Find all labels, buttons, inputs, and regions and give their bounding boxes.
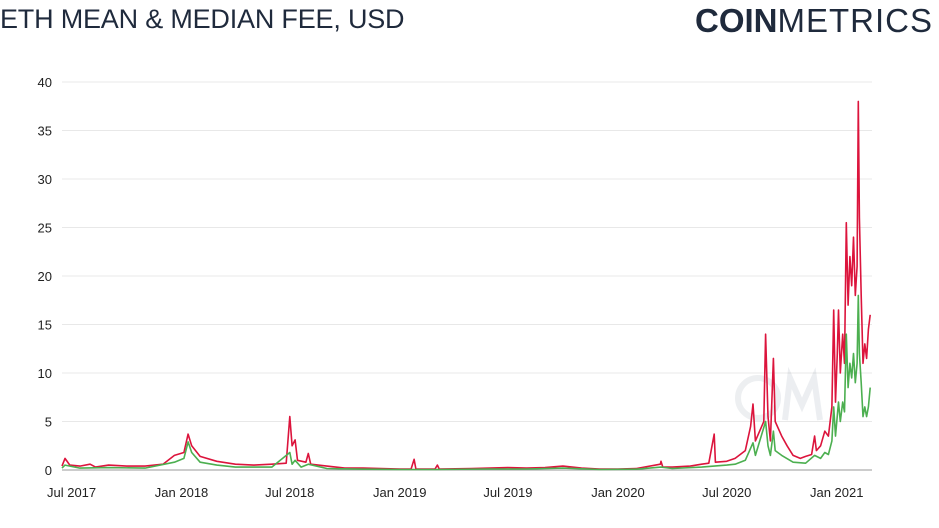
x-tick-label: Jan 2018 <box>155 485 209 500</box>
y-tick-label: 20 <box>38 269 52 284</box>
y-tick-label: 15 <box>38 318 52 333</box>
x-tick-label: Jul 2017 <box>47 485 96 500</box>
x-tick-label: Jan 2019 <box>373 485 427 500</box>
axis-layer: 0 5 10 15 20 25 30 35 40 Jul 2017 Jan 2018 Jul 2018… <box>38 75 864 500</box>
x-tick-label: Jul 2019 <box>483 485 532 500</box>
series-layer <box>61 100 871 471</box>
mean-fee-line <box>61 100 871 470</box>
grid-layer <box>62 81 872 471</box>
y-tick-label: 0 <box>45 463 52 478</box>
x-tick-label: Jul 2020 <box>702 485 751 500</box>
median-fee-line <box>61 294 871 471</box>
chart-title: ETH MEAN & MEDIAN FEE, USD <box>0 4 405 34</box>
y-tick-label: 35 <box>38 124 52 139</box>
logo-bold-text: COIN <box>695 2 778 39</box>
y-tick-label: 5 <box>45 415 52 430</box>
y-tick-label: 30 <box>38 172 52 187</box>
watermark-logo <box>735 366 823 421</box>
logo-light-text: METRICS <box>777 2 933 39</box>
coinmetrics-logo: COINMETRICS <box>695 2 933 40</box>
y-tick-label: 10 <box>38 366 52 381</box>
x-tick-label: Jan 2020 <box>591 485 645 500</box>
x-tick-label: Jan 2021 <box>810 485 864 500</box>
y-tick-label: 25 <box>38 221 52 236</box>
y-tick-label: 40 <box>38 75 52 90</box>
x-tick-label: Jul 2018 <box>265 485 314 500</box>
